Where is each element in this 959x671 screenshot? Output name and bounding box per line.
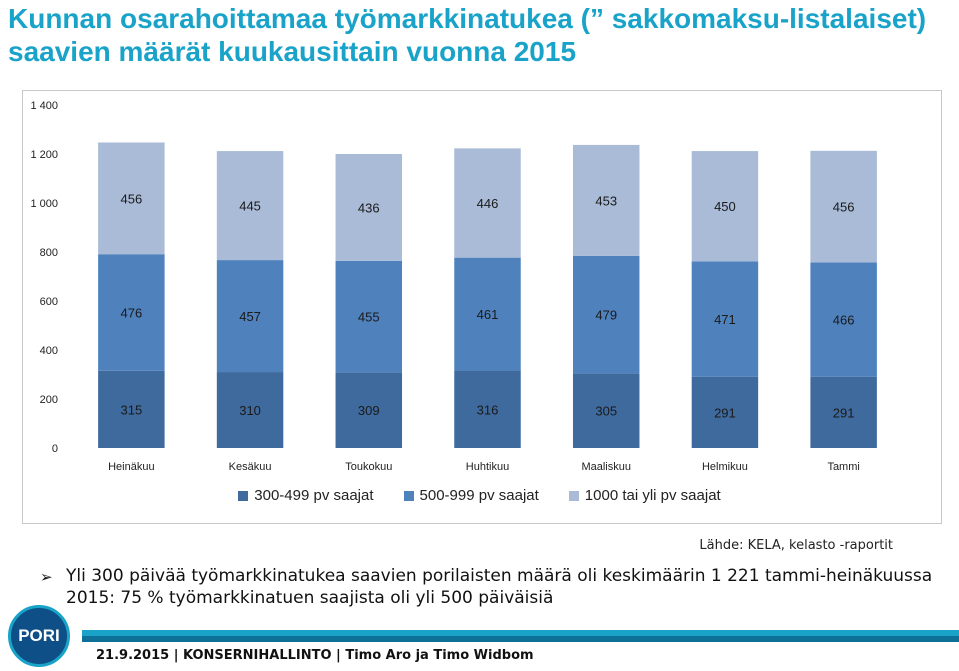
x-tick-label: Maaliskuu: [581, 461, 631, 473]
bar-segment: [335, 372, 403, 448]
y-tick-label: 800: [40, 247, 58, 259]
y-tick-label: 400: [40, 345, 58, 357]
data-label: 291: [833, 405, 855, 420]
arrowhead-bullet-icon: ➢: [40, 568, 53, 586]
data-label: 453: [595, 193, 617, 208]
y-tick-label: 1 200: [30, 149, 58, 161]
bar-segment: [98, 370, 165, 448]
legend-swatch-1000-plus: [568, 490, 579, 501]
bullet-point: ➢ Yli 300 päivää työmarkkinatukea saavie…: [40, 565, 952, 609]
bar-segment: [691, 376, 759, 448]
source-note: Lähde: KELA, kelasto -raportit: [699, 538, 893, 553]
data-label: 456: [833, 200, 855, 215]
bar-segment: [335, 154, 403, 261]
data-label: 456: [121, 191, 143, 206]
bullet-text: Yli 300 päivää työmarkkinatukea saavien …: [66, 566, 933, 608]
bar-segment: [810, 376, 877, 448]
data-label: 305: [595, 404, 617, 419]
data-label: 445: [239, 199, 261, 214]
legend-swatch-500-999: [403, 490, 414, 501]
data-label: 466: [833, 313, 855, 328]
data-label: 446: [477, 196, 499, 211]
data-label: 476: [121, 306, 143, 321]
bar-segment: [691, 261, 759, 377]
footer-bar-dark: [82, 636, 959, 642]
legend-item-1000-plus: 1000 tai yli pv saajat: [568, 487, 721, 504]
data-label: 291: [714, 405, 736, 420]
data-label: 461: [477, 307, 499, 322]
legend-item-300-499: 300-499 pv saajat: [238, 487, 374, 504]
data-label: 316: [477, 402, 499, 417]
data-label: 455: [358, 310, 380, 325]
bar-segment: [335, 260, 403, 373]
legend-label-500-999: 500-999 pv saajat: [419, 487, 539, 504]
data-label: 457: [239, 309, 261, 324]
x-tick-label: Helmikuu: [702, 461, 748, 473]
x-tick-label: Toukokuu: [345, 461, 392, 473]
y-tick-label: 0: [52, 443, 58, 455]
y-tick-label: 1 000: [30, 198, 58, 210]
bar-segment: [454, 257, 521, 371]
x-tick-label: Huhtikuu: [466, 461, 509, 473]
bar-segment: [98, 254, 165, 371]
bar-segment: [216, 372, 284, 448]
y-tick-label: 600: [40, 296, 58, 308]
bar-segment: [454, 148, 521, 258]
bar-segment: [216, 151, 284, 261]
bar-segment: [810, 262, 877, 377]
bar-segment: [572, 144, 640, 256]
y-tick-label: 1 400: [30, 100, 58, 112]
page-title: Kunnan osarahoittamaa työmarkkinatukea (…: [8, 3, 927, 67]
footer-bar-light: [82, 630, 959, 636]
bar-segment: [810, 150, 877, 263]
data-label: 315: [121, 402, 143, 417]
legend-item-500-999: 500-999 pv saajat: [403, 487, 539, 504]
y-tick-label: 200: [40, 394, 58, 406]
footer-text: 21.9.2015 | KONSERNIHALLINTO | Timo Aro …: [96, 648, 534, 663]
bar-segment: [216, 260, 284, 373]
x-tick-label: Kesäkuu: [229, 461, 272, 473]
legend-label-1000-plus: 1000 tai yli pv saajat: [584, 487, 721, 504]
data-label: 471: [714, 312, 736, 327]
bar-segment: [572, 255, 640, 374]
data-label: 309: [358, 403, 380, 418]
legend-label-300-499: 300-499 pv saajat: [254, 487, 374, 504]
data-label: 310: [239, 403, 261, 418]
data-label: 450: [714, 199, 736, 214]
stacked-bar-chart: 0 200 400 600 800 1 000 1 200 1 400 315 476 456 Hei…: [30, 100, 877, 473]
bar-segment: [691, 151, 759, 262]
x-tick-label: Tammi: [827, 461, 859, 473]
x-tick-label: Heinäkuu: [108, 461, 154, 473]
data-label: 436: [358, 200, 380, 215]
bar-segment: [454, 370, 521, 448]
bar-segment: [98, 142, 165, 255]
logo-text: PORI: [18, 626, 60, 645]
data-label: 479: [595, 308, 617, 323]
chart-legend: 300-499 pv saajat 500-999 pv saajat 1000…: [0, 487, 959, 504]
legend-swatch-300-499: [238, 490, 249, 501]
pori-logo: PORI: [8, 605, 70, 667]
bar-segment: [572, 373, 640, 448]
